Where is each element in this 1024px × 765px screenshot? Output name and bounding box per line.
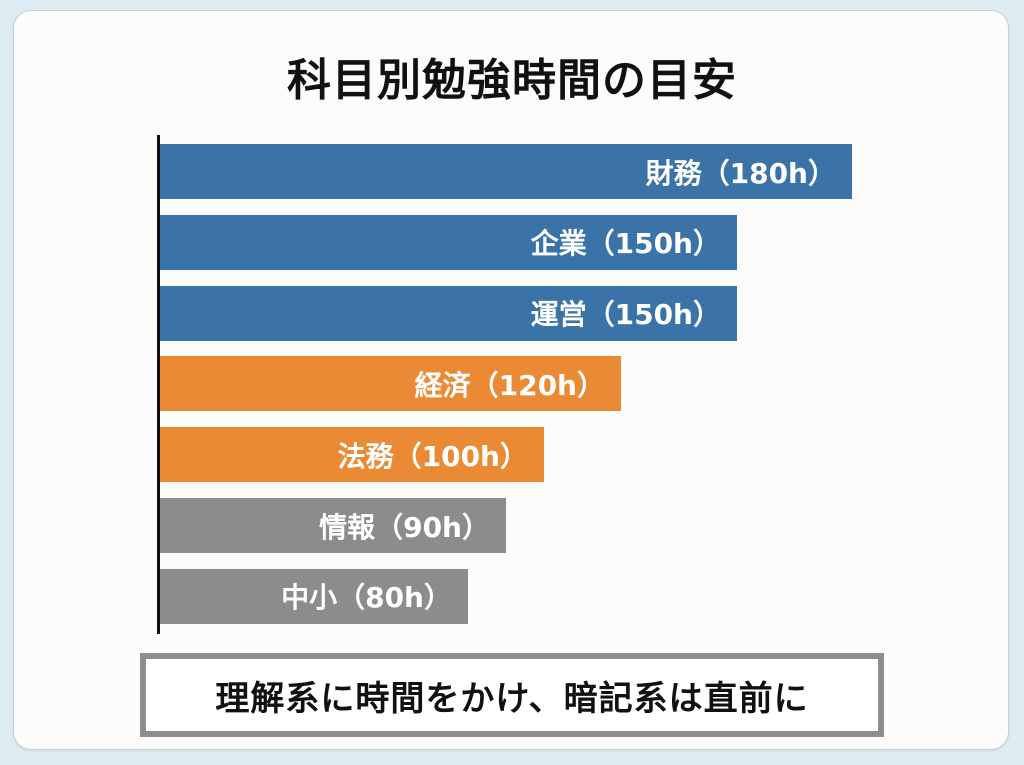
summary-box: 理解系に時間をかけ、暗記系は直前に	[140, 653, 884, 737]
y-axis-line	[157, 135, 160, 634]
bar-homu: 法務（100h）	[160, 427, 544, 483]
bar-label: 経済（120h）	[414, 368, 605, 402]
bar-zaimu: 財務（180h）	[160, 144, 852, 199]
chart-title: 科目別勉強時間の目安	[287, 55, 737, 106]
bar-chusho: 中小（80h）	[160, 568, 468, 624]
bar-label: 企業（150h）	[530, 227, 721, 261]
bar-kigyo: 企業（150h）	[160, 214, 737, 270]
bar-keizai: 経済（120h）	[160, 356, 621, 412]
bar-label: 財務（180h）	[645, 156, 836, 190]
bar-joho: 情報（90h）	[160, 498, 506, 553]
bar-label: 運営（150h）	[530, 298, 721, 332]
bar-label: 法務（100h）	[337, 439, 528, 473]
summary-text: 理解系に時間をかけ、暗記系は直前に	[215, 678, 809, 719]
bar-unei: 運営（150h）	[160, 285, 737, 341]
bar-label: 中小（80h）	[281, 581, 452, 615]
bar-label: 情報（90h）	[319, 510, 490, 544]
